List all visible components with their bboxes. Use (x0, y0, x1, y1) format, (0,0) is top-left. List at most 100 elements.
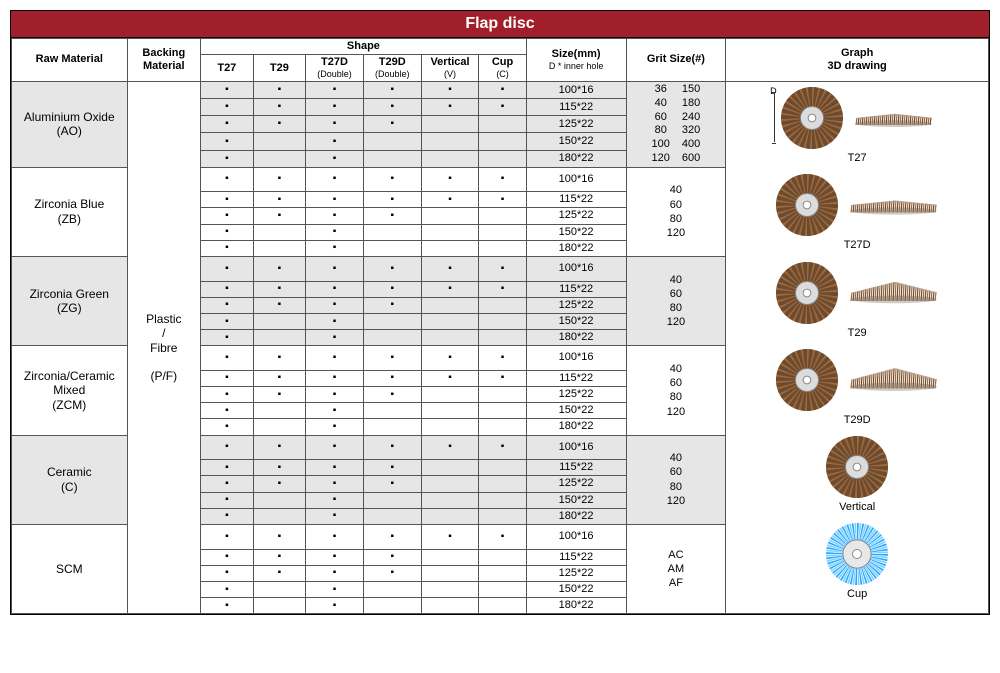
shape-cell: ▪ (479, 99, 526, 116)
shape-cell: ▪ (306, 313, 364, 329)
shape-cell: ▪ (479, 82, 526, 99)
raw-material-cell: Zirconia Blue (ZB) (12, 167, 128, 256)
shape-cell (479, 297, 526, 313)
shape-cell (363, 492, 421, 508)
size-cell: 100*16 (526, 524, 626, 549)
size-cell: 125*22 (526, 565, 626, 581)
graph-label: T29 (728, 327, 986, 340)
shape-cell (363, 581, 421, 597)
shape-cell (479, 419, 526, 435)
shape-cell: ▪ (306, 82, 364, 99)
size-cell: 100*16 (526, 167, 626, 192)
shape-cell: ▪ (201, 256, 254, 281)
shape-cell: ▪ (201, 598, 254, 614)
shape-cell: ▪ (306, 116, 364, 133)
shape-cell: ▪ (306, 403, 364, 419)
size-cell: 115*22 (526, 99, 626, 116)
shape-cell (479, 476, 526, 492)
shape-cell: ▪ (201, 297, 254, 313)
shape-cell: ▪ (306, 99, 364, 116)
shape-cell: ▪ (306, 256, 364, 281)
shape-cell (421, 387, 479, 403)
shape-cell: ▪ (253, 281, 306, 297)
hdr-backing: Backing Material (127, 39, 201, 82)
shape-cell: ▪ (253, 82, 306, 99)
shape-cell: ▪ (201, 224, 254, 240)
shape-cell: ▪ (201, 387, 254, 403)
shape-cell: ▪ (479, 370, 526, 386)
hdr-size: Size(mm) D * inner hole (526, 39, 626, 82)
raw-material-cell: Zirconia/Ceramic Mixed (ZCM) (12, 346, 128, 435)
shape-cell: ▪ (479, 346, 526, 371)
size-cell: 115*22 (526, 370, 626, 386)
shape-cell (479, 387, 526, 403)
shape-cell (479, 581, 526, 597)
shape-cell: ▪ (479, 192, 526, 208)
size-cell: 180*22 (526, 598, 626, 614)
graph-cell: D T27 T27D T29 T29D Vertical Cup (726, 82, 989, 614)
grit-cell: 406080120 (626, 256, 726, 345)
hdr-shape-t29: T29 (253, 55, 306, 82)
shape-cell: ▪ (201, 419, 254, 435)
shape-cell: ▪ (253, 116, 306, 133)
shape-cell (421, 116, 479, 133)
raw-material-cell: SCM (12, 524, 128, 613)
shape-cell (421, 297, 479, 313)
shape-cell (363, 313, 421, 329)
size-cell: 150*22 (526, 313, 626, 329)
shape-cell (421, 460, 479, 476)
shape-cell: ▪ (363, 476, 421, 492)
shape-cell (253, 330, 306, 346)
shape-cell (479, 460, 526, 476)
hdr-graph: Graph 3D drawing (726, 39, 989, 82)
shape-cell: ▪ (201, 460, 254, 476)
shape-cell: ▪ (306, 208, 364, 224)
size-cell: 150*22 (526, 581, 626, 597)
hdr-shape-t29d: T29D(Double) (363, 55, 421, 82)
hdr-shape-t27: T27 (201, 55, 254, 82)
shape-cell (421, 403, 479, 419)
graph-label: T27D (728, 239, 986, 252)
raw-material-cell: Aluminium Oxide (AO) (12, 82, 128, 168)
shape-cell: ▪ (421, 82, 479, 99)
shape-cell (421, 419, 479, 435)
shape-cell: ▪ (421, 370, 479, 386)
size-cell: 100*16 (526, 256, 626, 281)
shape-cell (363, 598, 421, 614)
shape-cell: ▪ (306, 281, 364, 297)
shape-cell: ▪ (306, 192, 364, 208)
shape-cell (421, 224, 479, 240)
shape-cell (479, 330, 526, 346)
shape-cell: ▪ (253, 549, 306, 565)
size-cell: 150*22 (526, 403, 626, 419)
shape-cell: ▪ (201, 82, 254, 99)
shape-cell (253, 313, 306, 329)
size-cell: 180*22 (526, 419, 626, 435)
shape-cell: ▪ (421, 167, 479, 192)
shape-cell: ▪ (306, 524, 364, 549)
shape-cell (421, 240, 479, 256)
size-cell: 125*22 (526, 297, 626, 313)
shape-cell: ▪ (421, 99, 479, 116)
shape-cell: ▪ (201, 99, 254, 116)
shape-cell: ▪ (363, 565, 421, 581)
size-cell: 150*22 (526, 492, 626, 508)
shape-cell: ▪ (421, 281, 479, 297)
shape-cell (253, 403, 306, 419)
shape-cell: ▪ (479, 524, 526, 549)
shape-cell (253, 224, 306, 240)
size-cell: 150*22 (526, 133, 626, 150)
shape-cell: ▪ (253, 99, 306, 116)
shape-cell: ▪ (421, 524, 479, 549)
shape-cell: ▪ (363, 116, 421, 133)
shape-cell (253, 492, 306, 508)
shape-cell: ▪ (421, 256, 479, 281)
hdr-shape-vertical: Vertical(V) (421, 55, 479, 82)
shape-cell (479, 492, 526, 508)
spec-table: Raw Material Backing Material Shape Size… (11, 38, 989, 614)
shape-cell: ▪ (306, 240, 364, 256)
shape-cell: ▪ (479, 435, 526, 460)
shape-cell: ▪ (201, 208, 254, 224)
shape-cell: ▪ (306, 150, 364, 167)
size-cell: 115*22 (526, 192, 626, 208)
